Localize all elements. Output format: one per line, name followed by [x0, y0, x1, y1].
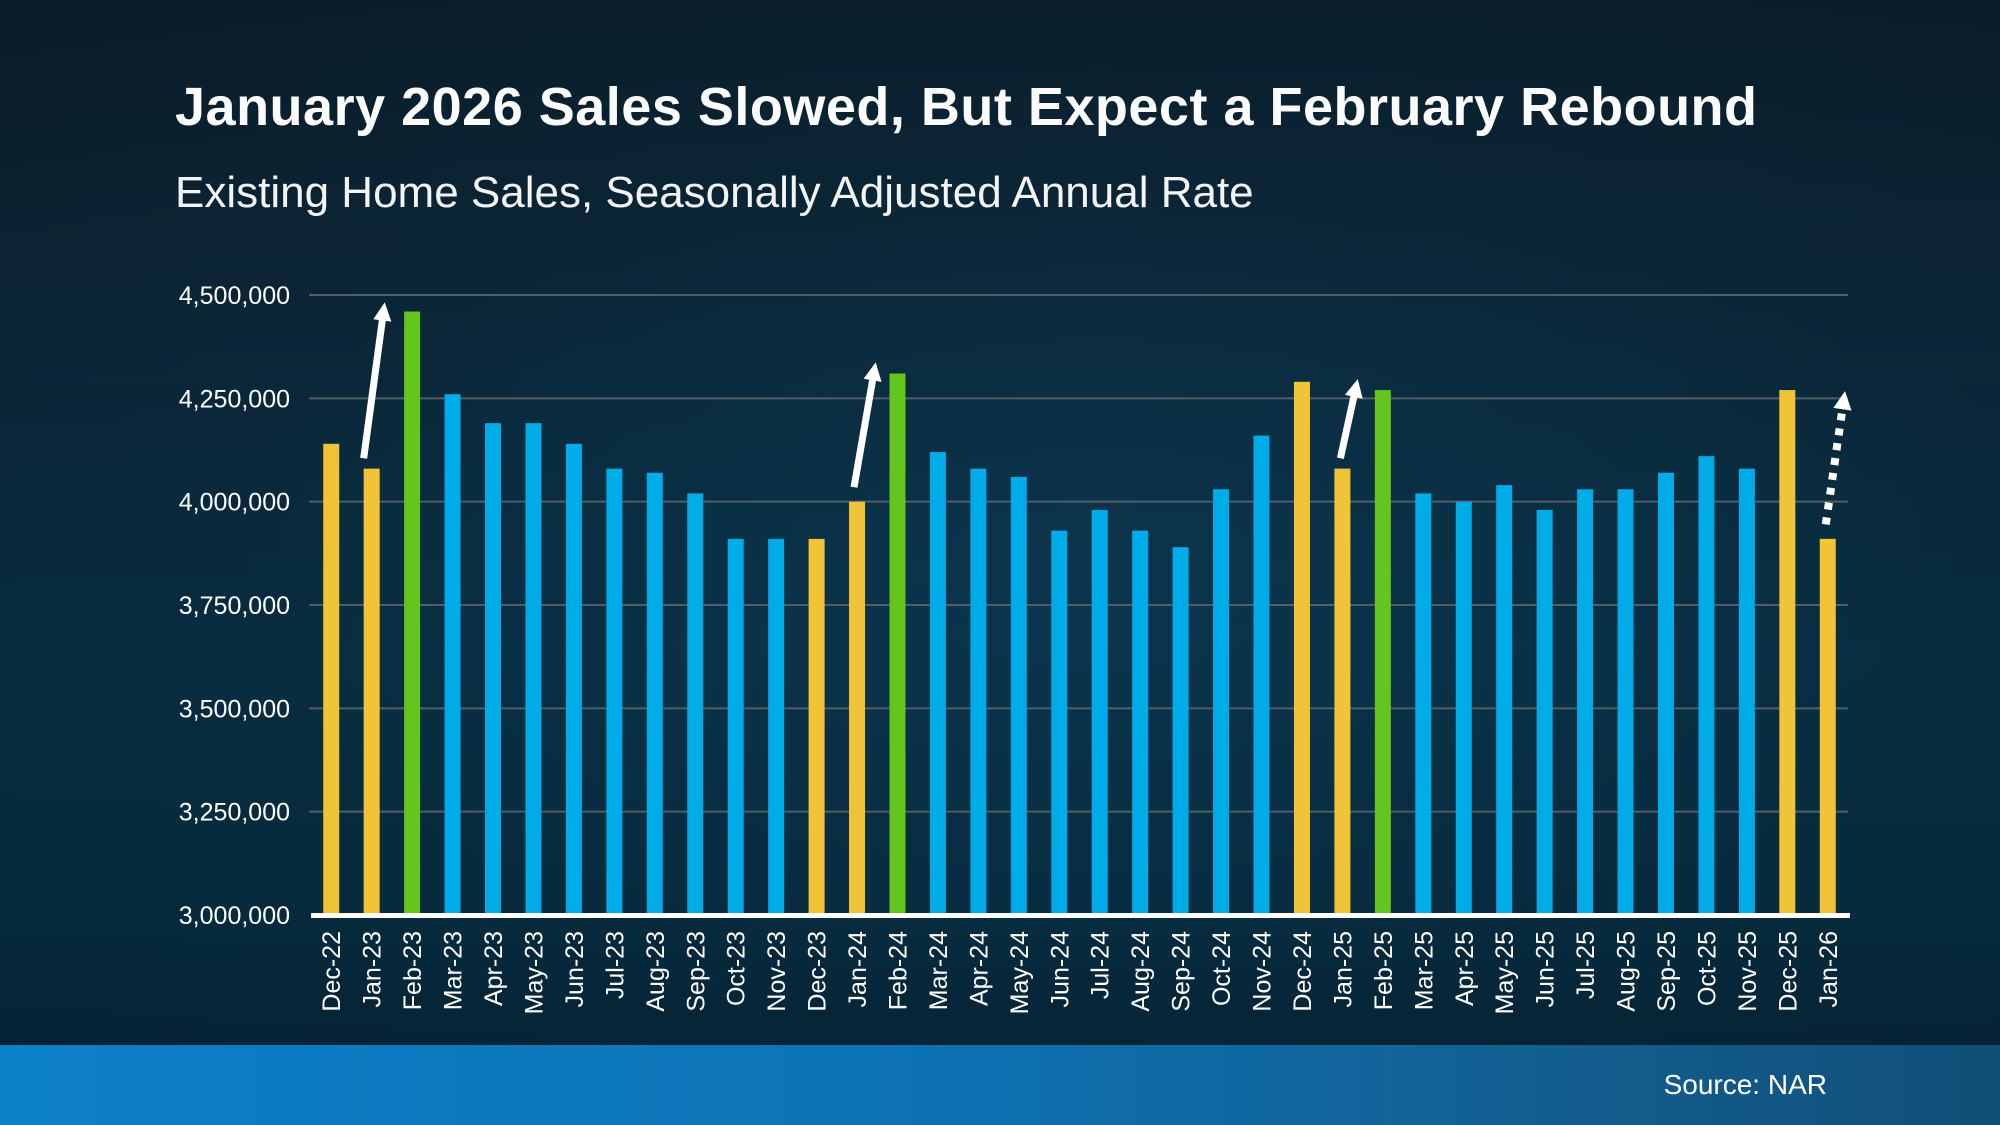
- bar-Apr-24: [970, 468, 987, 915]
- bar-Aug-25: [1617, 489, 1634, 915]
- bar-Apr-25: [1455, 501, 1472, 915]
- bar-Dec-25: [1779, 390, 1796, 916]
- y-axis-label: 3,250,000: [179, 799, 290, 827]
- x-axis-label-Jan-24: Jan-24: [844, 931, 872, 1008]
- x-axis-label-Jun-24: Jun-24: [1046, 931, 1074, 1008]
- bar-Sep-24: [1172, 547, 1189, 915]
- bar-Dec-22: [323, 443, 340, 915]
- x-axis-label-Dec-24: Dec-24: [1289, 931, 1317, 1012]
- arrow-jan24-feb24: [850, 362, 882, 488]
- bar-Jan-26: [1819, 538, 1836, 915]
- bar-May-25: [1496, 485, 1513, 915]
- bar-Jun-23: [565, 443, 582, 915]
- x-axis-label-Jan-25: Jan-25: [1329, 931, 1357, 1007]
- bar-Mar-23: [444, 394, 461, 915]
- y-axis-label: 3,500,000: [179, 695, 290, 723]
- x-axis-label-Jan-23: Jan-23: [359, 931, 387, 1007]
- bar-May-24: [1010, 476, 1027, 915]
- x-axis-label-Sep-24: Sep-24: [1168, 931, 1196, 1012]
- x-axis-label-Aug-23: Aug-23: [642, 931, 670, 1012]
- bar-Mar-24: [929, 452, 946, 915]
- x-axis-label-Dec-25: Dec-25: [1774, 931, 1802, 1012]
- x-axis-label-Nov-25: Nov-25: [1734, 931, 1762, 1012]
- bar-Aug-24: [1132, 530, 1149, 915]
- x-axis-label-Aug-25: Aug-25: [1613, 931, 1641, 1012]
- arrow-jan23-feb23: [360, 302, 392, 459]
- bar-Jul-24: [1091, 509, 1108, 915]
- bar-Oct-24: [1213, 489, 1230, 915]
- x-axis-label-Feb-23: Feb-23: [399, 931, 427, 1010]
- x-axis-label-Feb-24: Feb-24: [884, 931, 912, 1010]
- arrow-jan25-feb25: [1336, 379, 1363, 460]
- y-axis-label: 4,000,000: [179, 489, 290, 517]
- bar-Oct-23: [727, 538, 744, 915]
- x-axis-label-Oct-23: Oct-23: [723, 931, 751, 1006]
- bar-Nov-25: [1738, 468, 1755, 915]
- x-axis-line: [311, 913, 1850, 918]
- x-axis-label-Jul-23: Jul-23: [601, 931, 629, 999]
- footer-bar: Source: NAR: [0, 1045, 2000, 1125]
- x-axis-label-Apr-23: Apr-23: [480, 931, 508, 1006]
- bar-Jan-25: [1334, 468, 1351, 915]
- x-axis-label-Apr-24: Apr-24: [965, 931, 993, 1006]
- x-axis-label-Dec-22: Dec-22: [318, 931, 346, 1012]
- x-axis-label-Feb-25: Feb-25: [1370, 931, 1398, 1010]
- bar-Jul-23: [606, 468, 623, 915]
- x-axis-label-Jul-24: Jul-24: [1087, 931, 1115, 999]
- bar-Jun-24: [1051, 530, 1068, 915]
- x-axis-label-May-25: May-25: [1491, 931, 1519, 1014]
- x-axis-label-Jul-25: Jul-25: [1572, 931, 1600, 999]
- source-label: Source: NAR: [1663, 1069, 1827, 1100]
- bar-Feb-25: [1374, 390, 1391, 916]
- bar-Aug-23: [646, 472, 663, 915]
- y-axis-label: 4,250,000: [179, 385, 290, 413]
- x-axis-label-Dec-23: Dec-23: [804, 931, 832, 1012]
- y-axis-label: 4,500,000: [179, 282, 290, 310]
- x-axis-label-Sep-23: Sep-23: [682, 931, 710, 1012]
- bar-Oct-25: [1698, 456, 1715, 915]
- arrow-jan26-expected-rebound: [1821, 391, 1852, 525]
- bar-Sep-25: [1657, 472, 1674, 915]
- y-axis-label: 3,000,000: [179, 902, 290, 930]
- bar-Jan-24: [849, 501, 866, 915]
- bar-Apr-23: [485, 423, 502, 915]
- bar-Sep-23: [687, 493, 704, 915]
- x-axis-label-Oct-24: Oct-24: [1208, 931, 1236, 1006]
- bar-Feb-23: [404, 311, 421, 915]
- bar-Jul-25: [1577, 489, 1594, 915]
- bar-Mar-25: [1415, 493, 1432, 915]
- x-axis-label-Aug-24: Aug-24: [1127, 931, 1155, 1012]
- x-axis-label-Sep-25: Sep-25: [1653, 931, 1681, 1012]
- x-axis-label-Nov-23: Nov-23: [763, 931, 791, 1012]
- bar-Dec-23: [808, 538, 825, 915]
- bar-Dec-24: [1293, 381, 1310, 915]
- chart-subtitle: Existing Home Sales, Seasonally Adjusted…: [175, 168, 1254, 217]
- x-axis-label-Apr-25: Apr-25: [1451, 931, 1479, 1006]
- y-axis-label: 3,750,000: [179, 592, 290, 620]
- x-axis-label-Mar-24: Mar-24: [925, 931, 953, 1010]
- x-axis-label-Jun-25: Jun-25: [1532, 931, 1560, 1007]
- bar-Nov-23: [768, 538, 785, 915]
- bar-Jan-23: [363, 468, 380, 915]
- bar-Feb-24: [889, 373, 906, 915]
- bar-May-23: [525, 423, 542, 915]
- x-axis-label-Mar-25: Mar-25: [1410, 931, 1438, 1010]
- bar-Jun-25: [1536, 509, 1553, 915]
- chart-title: January 2026 Sales Slowed, But Expect a …: [175, 77, 1758, 137]
- x-axis-label-Jan-26: Jan-26: [1815, 931, 1843, 1007]
- x-axis-label-Mar-23: Mar-23: [440, 931, 468, 1010]
- x-axis-label-Jun-23: Jun-23: [561, 931, 589, 1007]
- bar-Nov-24: [1253, 435, 1270, 915]
- x-axis-label-May-24: May-24: [1006, 931, 1034, 1014]
- x-axis-label-May-23: May-23: [520, 931, 548, 1014]
- x-axis-label-Oct-25: Oct-25: [1693, 931, 1721, 1006]
- x-axis-label-Nov-24: Nov-24: [1249, 931, 1277, 1012]
